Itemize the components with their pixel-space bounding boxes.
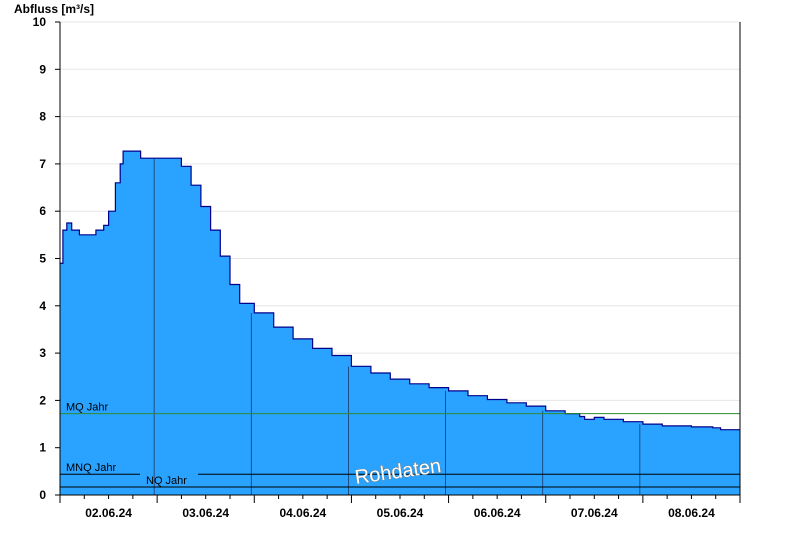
reference-lines: MQ Jahr MNQ Jahr NQ Jahr [60,402,740,488]
y-tick-label-0: 0 [39,488,46,502]
x-tick-label-5: 07.06.24 [571,506,618,520]
x-tick-label-0: 02.06.24 [85,506,132,520]
discharge-area [60,150,740,495]
y-tick-label-4: 4 [39,299,46,313]
y-tick-label-10: 10 [33,15,47,29]
y-tick-label-7: 7 [39,157,46,171]
y-tick-label-8: 8 [39,110,46,124]
ref-label-1: MNQ Jahr [66,462,116,474]
x-tick-label-1: 03.06.24 [182,506,229,520]
discharge-line [60,150,740,431]
y-axis-label: Abfluss [m³/s] [14,2,94,16]
y-tick-label-5: 5 [39,252,46,266]
y-tick-label-1: 1 [39,441,46,455]
y-tick-labels: 0 1 2 3 4 5 6 7 8 9 10 [33,15,47,502]
y-tick-label-9: 9 [39,62,46,76]
x-tick-label-2: 04.06.24 [279,506,326,520]
x-tick-label-4: 06.06.24 [474,506,521,520]
ref-label-2: NQ Jahr [146,475,187,487]
y-tick-label-2: 2 [39,393,46,407]
x-tick-label-3: 05.06.24 [377,506,424,520]
x-tick-label-6: 08.06.24 [668,506,715,520]
x-tick-labels: 02.06.24 03.06.24 04.06.24 05.06.24 06.06.24… [85,506,715,520]
axes [55,21,741,503]
y-tick-label-6: 6 [39,204,46,218]
y-tick-label-3: 3 [39,346,46,360]
ref-label-0: MQ Jahr [66,402,109,414]
day-separator-lines [153,158,641,495]
discharge-area-fill [60,151,740,495]
